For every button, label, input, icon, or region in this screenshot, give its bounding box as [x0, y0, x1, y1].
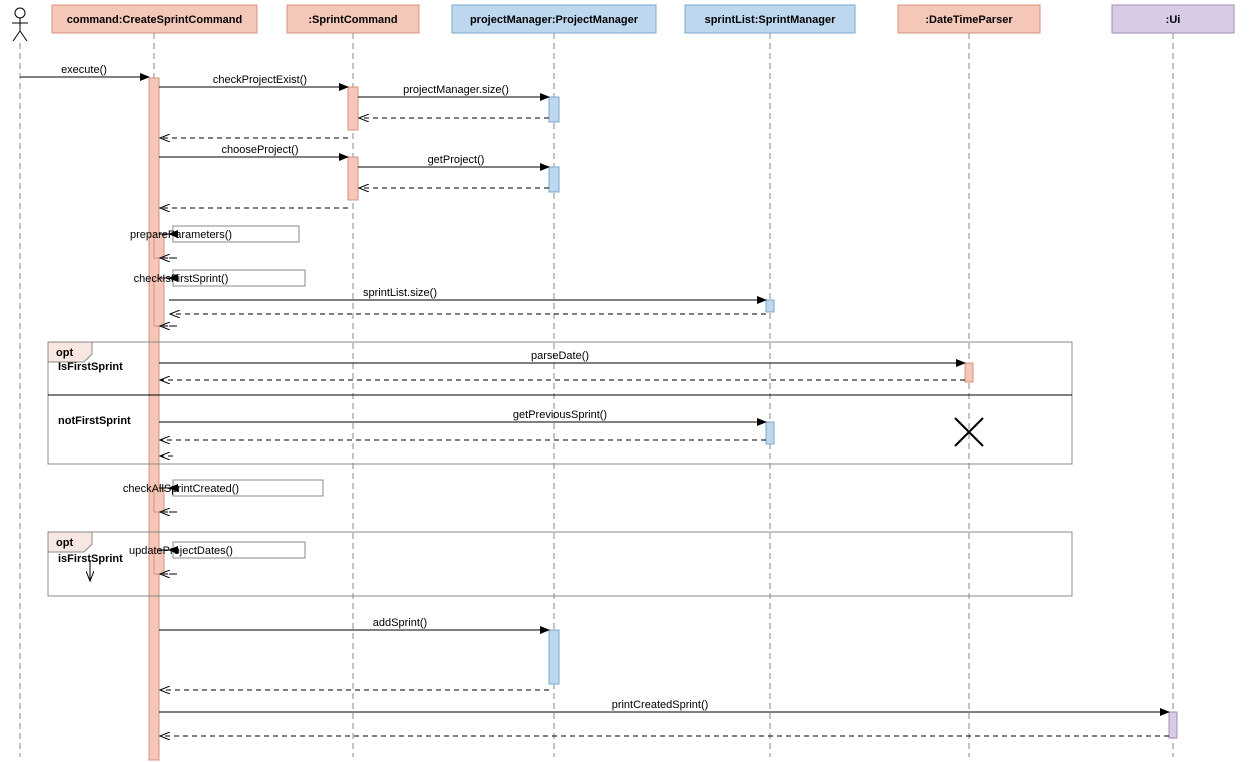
- svg-text:checkAllSprintCreated(): checkAllSprintCreated(): [123, 483, 239, 495]
- message-label: addSprint(): [373, 617, 427, 629]
- activation-bar: [766, 422, 774, 444]
- participant-label: :DateTimeParser: [925, 14, 1013, 26]
- message-label: getPreviousSprint(): [513, 409, 607, 421]
- message-label: sprintList.size(): [363, 287, 437, 299]
- guard-label: IsFirstSprint: [58, 361, 123, 373]
- participant-label: :Ui: [1166, 14, 1181, 26]
- message-label: projectManager.size(): [403, 84, 509, 96]
- activation-bar: [766, 300, 774, 312]
- activation-bar: [154, 278, 164, 326]
- activation-bar: [149, 78, 159, 760]
- activation-bar: [549, 97, 559, 122]
- message-label: checkProjectExist(): [213, 74, 307, 86]
- svg-text:opt: opt: [56, 347, 73, 359]
- svg-text:checkIsFirstSprint(): checkIsFirstSprint(): [134, 273, 229, 285]
- activation-bar: [965, 363, 973, 382]
- participant-label: projectManager:ProjectManager: [470, 14, 639, 26]
- guard-label: isFirstSprint: [58, 553, 123, 565]
- guard-label: notFirstSprint: [58, 415, 131, 427]
- participant-label: sprintList:SprintManager: [705, 14, 837, 26]
- message-label: parseDate(): [531, 350, 589, 362]
- svg-text:updateProjectDates(): updateProjectDates(): [129, 545, 233, 557]
- participant-label: command:CreateSprintCommand: [67, 14, 242, 26]
- participant-label: :SprintCommand: [308, 14, 397, 26]
- svg-text:prepareParameters(): prepareParameters(): [130, 229, 232, 241]
- message-label: getProject(): [428, 154, 485, 166]
- activation-bar: [348, 87, 358, 130]
- message-label: chooseProject(): [221, 144, 298, 156]
- activation-bar: [1169, 712, 1177, 738]
- message-label: printCreatedSprint(): [612, 699, 709, 711]
- activation-bar: [348, 157, 358, 200]
- svg-text:opt: opt: [56, 537, 73, 549]
- message-label: execute(): [61, 64, 107, 76]
- activation-bar: [549, 630, 559, 684]
- activation-bar: [549, 167, 559, 192]
